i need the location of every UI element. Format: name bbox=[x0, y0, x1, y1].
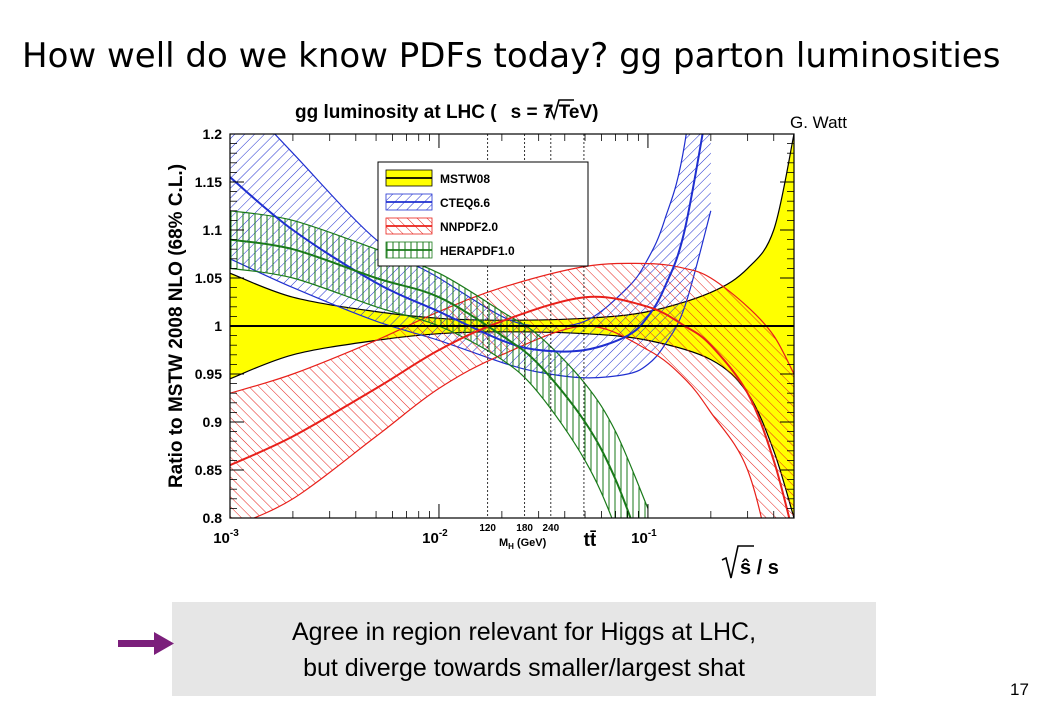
chart-title-suffix: = 7 TeV) bbox=[521, 102, 598, 123]
y-tick-label: 0.8 bbox=[203, 510, 223, 526]
callout-line-2: but diverge towards smaller/largest shat bbox=[303, 654, 745, 682]
band-herapdf1-0 bbox=[230, 210, 648, 518]
y-tick-label: 0.85 bbox=[195, 462, 222, 478]
x-tick-label: 10-1 bbox=[631, 528, 657, 547]
slide-title: How well do we know PDFs today? gg parto… bbox=[22, 36, 1001, 76]
mass-marker-label: 240 bbox=[542, 523, 559, 534]
band-upper-herapdf1-0 bbox=[230, 210, 649, 509]
band-upper-nnpdf2-0 bbox=[230, 262, 794, 394]
chart-title-prefix: gg luminosity at LHC ( bbox=[295, 102, 497, 123]
y-tick-label: 1.05 bbox=[195, 270, 222, 286]
band-lower-herapdf1-0 bbox=[230, 267, 613, 518]
conclusion-callout: Agree in region relevant for Higgs at LH… bbox=[172, 602, 876, 696]
chart-title-sqrt: s bbox=[511, 102, 522, 123]
gg-luminosity-chart: gg luminosity at LHC ( s = 7 TeV) Ratio t… bbox=[166, 99, 795, 579]
central-herapdf1-0 bbox=[230, 238, 632, 518]
band-lower-nnpdf2-0 bbox=[252, 325, 763, 518]
chart-title: gg luminosity at LHC ( s = 7 TeV) bbox=[295, 102, 598, 123]
y-tick-label: 0.9 bbox=[203, 414, 223, 430]
x-tick-label: 10-3 bbox=[213, 528, 239, 547]
x-tick-label: 10-2 bbox=[422, 528, 448, 547]
mass-axis-label: MH (GeV) bbox=[499, 537, 547, 551]
legend-label-herapdf1-0: HERAPDF1.0 bbox=[440, 244, 515, 258]
central-nnpdf2-0 bbox=[230, 295, 791, 518]
chart-title-sqrt-sign bbox=[545, 99, 574, 121]
callout-line-1: Agree in region relevant for Higgs at LH… bbox=[291, 618, 757, 646]
y-tick-label: 1.1 bbox=[203, 222, 223, 238]
legend-label-nnpdf2-0: NNPDF2.0 bbox=[440, 220, 498, 234]
y-axis-label: Ratio to MSTW 2008 NLO (68% C.L.) bbox=[166, 164, 187, 488]
author-credit: G. Watt bbox=[790, 113, 847, 132]
y-tick-label: 0.95 bbox=[195, 366, 222, 382]
x-axis-label-shat: ŝ bbox=[740, 557, 751, 579]
page-number: 17 bbox=[1010, 680, 1029, 699]
x-axis-label-suffix: / s bbox=[751, 557, 779, 579]
y-tick-label: 1.15 bbox=[195, 174, 222, 190]
y-tick-label: 1 bbox=[214, 318, 222, 334]
y-tick-label: 1.2 bbox=[203, 126, 223, 142]
mass-marker-label: 180 bbox=[516, 523, 533, 534]
x-axis-label-sqrt-sign bbox=[721, 545, 754, 579]
right-arrow-icon bbox=[118, 632, 174, 655]
x-axis-label: ŝ / s bbox=[740, 557, 779, 579]
ttbar-label: tt̄ bbox=[584, 530, 597, 551]
legend-label-mstw08: MSTW08 bbox=[440, 172, 490, 186]
mass-marker-label: 120 bbox=[479, 523, 496, 534]
legend-label-cteq6-6: CTEQ6.6 bbox=[440, 196, 490, 210]
